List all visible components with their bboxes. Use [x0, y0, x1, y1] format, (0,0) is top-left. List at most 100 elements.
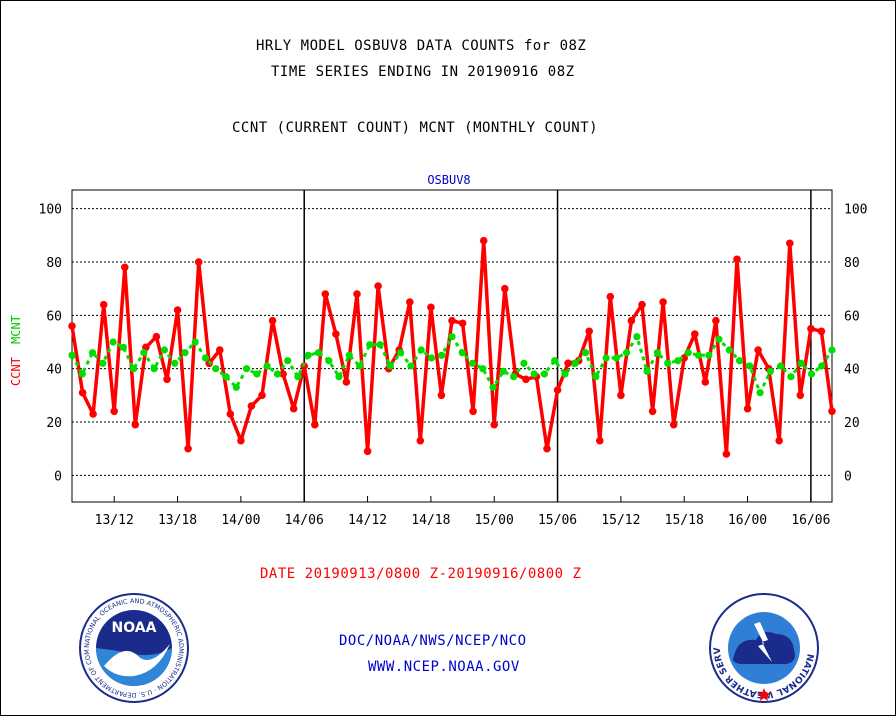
data-point-ccnt: [163, 375, 171, 384]
data-point-ccnt: [173, 306, 182, 314]
data-point-mcnt: [201, 354, 210, 362]
data-point-mcnt: [78, 370, 86, 378]
chart-axes: [71, 189, 833, 503]
x-tick-label: 16/06: [791, 513, 830, 528]
data-point-mcnt: [787, 373, 795, 381]
data-point-mcnt: [417, 346, 425, 354]
data-point-mcnt: [725, 346, 733, 354]
data-point-mcnt: [222, 373, 230, 381]
x-tick-label: 14/18: [411, 513, 450, 528]
data-point-ccnt: [648, 407, 657, 416]
data-point-mcnt: [407, 362, 415, 370]
data-point-mcnt: [427, 354, 436, 362]
data-point-mcnt: [140, 349, 148, 357]
data-point-ccnt: [416, 436, 425, 445]
data-point-mcnt: [325, 357, 333, 365]
date-range-label: DATE 20190913/0800 Z-20190916/0800 Z: [260, 566, 582, 582]
data-point-mcnt: [366, 341, 374, 349]
data-point-mcnt: [294, 373, 302, 381]
data-point-ccnt: [786, 239, 794, 248]
data-point-mcnt: [520, 359, 528, 367]
data-point-ccnt: [479, 236, 488, 245]
data-point-ccnt: [564, 359, 572, 368]
data-point-mcnt: [150, 365, 158, 373]
y-tick-label-left: 40: [46, 363, 62, 378]
data-point-ccnt: [585, 327, 593, 336]
data-point-ccnt: [289, 404, 298, 413]
data-point-ccnt: [606, 292, 615, 301]
data-point-mcnt: [633, 333, 641, 341]
y-tick-label-right: 60: [844, 309, 860, 324]
data-point-mcnt: [623, 349, 631, 357]
data-point-mcnt: [489, 383, 497, 391]
x-tick-label: 15/00: [475, 513, 514, 528]
data-point-ccnt: [437, 391, 446, 400]
data-point-mcnt: [592, 373, 600, 381]
data-point-ccnt: [121, 263, 129, 272]
data-point-mcnt: [530, 370, 538, 378]
data-point-ccnt: [258, 391, 266, 400]
data-point-mcnt: [705, 351, 713, 359]
y-tick-label-right: 20: [844, 416, 860, 431]
url-link[interactable]: WWW.NCEP.NOAA.GOV: [368, 659, 520, 675]
data-point-ccnt: [321, 290, 330, 298]
data-point-mcnt: [438, 351, 446, 359]
data-point-ccnt: [332, 330, 340, 338]
data-point-mcnt: [335, 373, 343, 381]
data-point-ccnt: [247, 402, 256, 410]
noaa-logo-text: NOAA: [112, 620, 157, 636]
data-point-mcnt: [212, 365, 220, 373]
data-point-ccnt: [596, 436, 604, 445]
y-tick-label-right: 40: [844, 363, 860, 378]
data-point-mcnt: [581, 349, 590, 357]
x-tick-label: 16/00: [728, 513, 767, 528]
y-tick-label-left: 0: [54, 469, 62, 484]
data-point-mcnt: [273, 370, 281, 378]
data-point-mcnt: [68, 351, 76, 359]
header-title: HRLY MODEL OSBUV8 DATA COUNTS for 08Z: [256, 38, 587, 54]
x-tick-label: 13/18: [158, 513, 197, 528]
data-point-mcnt: [345, 351, 353, 359]
data-point-ccnt: [131, 420, 140, 429]
data-point-mcnt: [314, 349, 323, 357]
data-point-ccnt: [406, 298, 414, 306]
data-point-mcnt: [263, 362, 271, 370]
y-tick-label-left: 20: [46, 416, 62, 431]
data-point-mcnt: [694, 351, 703, 359]
data-point-mcnt: [746, 362, 754, 370]
data-point-ccnt: [807, 324, 815, 333]
data-point-mcnt: [448, 333, 456, 341]
data-point-mcnt: [551, 357, 559, 365]
data-point-mcnt: [356, 362, 364, 370]
x-tick-label: 15/12: [601, 513, 640, 528]
data-point-ccnt: [110, 407, 118, 416]
data-point-ccnt: [78, 388, 87, 397]
data-point-ccnt: [659, 298, 667, 306]
data-point-mcnt: [499, 367, 507, 375]
data-point-ccnt: [691, 330, 699, 338]
data-point-mcnt: [253, 370, 261, 378]
data-point-mcnt: [766, 367, 775, 375]
data-point-mcnt: [715, 335, 723, 343]
data-point-mcnt: [643, 367, 651, 375]
data-point-ccnt: [733, 255, 741, 264]
header-legend-description: CCNT (CURRENT COUNT) MCNT (MONTHLY COUNT…: [232, 120, 599, 136]
x-tick-label: 13/12: [95, 513, 134, 528]
nws-logo: NATIONAL WEATHER SERVICE: [708, 592, 819, 703]
data-point-ccnt: [796, 391, 805, 400]
data-point-mcnt: [797, 359, 805, 367]
data-point-ccnt: [712, 316, 720, 325]
data-point-ccnt: [99, 300, 108, 309]
data-point-ccnt: [458, 319, 467, 328]
data-point-ccnt: [754, 346, 762, 354]
data-point-mcnt: [653, 349, 662, 357]
data-point-mcnt: [191, 338, 199, 346]
data-point-ccnt: [268, 316, 277, 325]
data-point-mcnt: [304, 351, 312, 359]
y-tick-label-right: 0: [844, 469, 852, 484]
data-point-ccnt: [701, 378, 710, 386]
data-point-mcnt: [119, 343, 127, 351]
data-point-ccnt: [216, 346, 224, 354]
